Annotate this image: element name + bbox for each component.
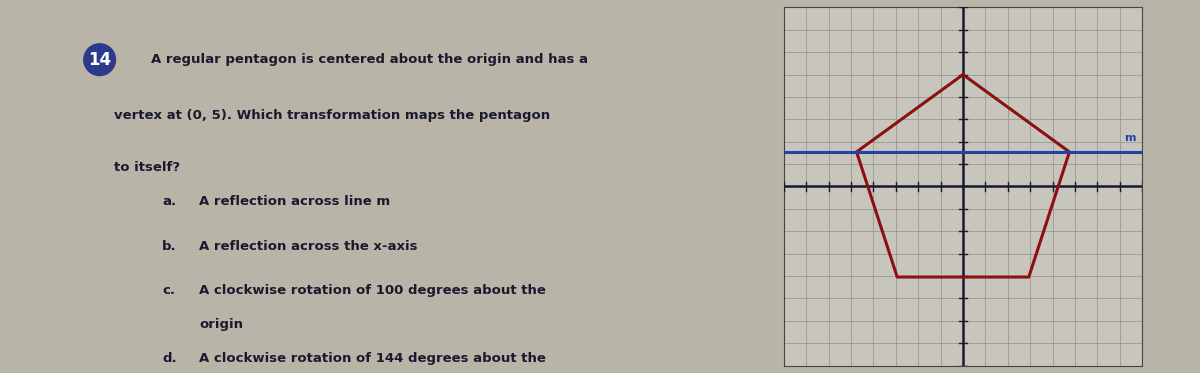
Text: to itself?: to itself? (114, 162, 180, 174)
Text: origin: origin (199, 318, 244, 331)
Text: A clockwise rotation of 144 degrees about the: A clockwise rotation of 144 degrees abou… (199, 352, 546, 364)
Text: m: m (1124, 133, 1135, 143)
Text: c.: c. (162, 285, 175, 297)
Text: a.: a. (162, 195, 176, 208)
Text: A reflection across line m: A reflection across line m (199, 195, 390, 208)
Text: d.: d. (162, 352, 176, 364)
Text: vertex at (0, 5). Which transformation maps the pentagon: vertex at (0, 5). Which transformation m… (114, 109, 551, 122)
Text: A reflection across the x-axis: A reflection across the x-axis (199, 240, 418, 253)
Text: b.: b. (162, 240, 176, 253)
Text: A regular pentagon is centered about the origin and has a: A regular pentagon is centered about the… (151, 53, 588, 66)
Text: A clockwise rotation of 100 degrees about the: A clockwise rotation of 100 degrees abou… (199, 285, 546, 297)
Text: 14: 14 (88, 51, 112, 69)
